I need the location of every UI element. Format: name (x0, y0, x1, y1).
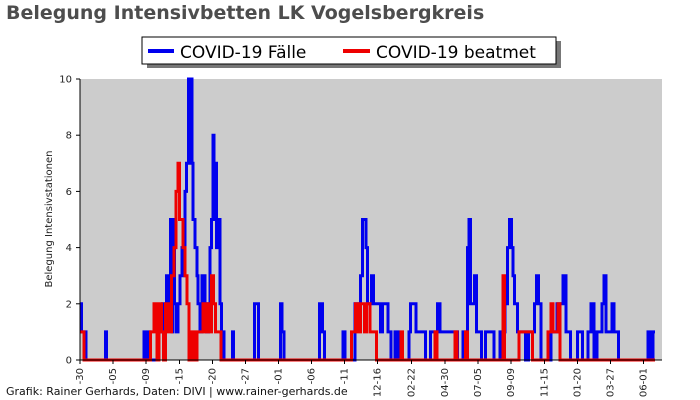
x-tick-label: 01-20 (573, 368, 584, 397)
y-tick-label: 0 (66, 356, 72, 367)
x-tick-label: 11-15 (540, 368, 551, 397)
chart-title: Belegung Intensivbetten LK Vogelsbergkre… (6, 2, 485, 24)
x-tick-label: 01-20 (208, 368, 219, 397)
axes: 0 2 4 6 8 10 04-30 07-05 09-09 11-15 01-20 03-27 06-… (59, 75, 662, 397)
x-tick-label: 09-09 (506, 368, 517, 397)
y-tick-label: 10 (59, 75, 72, 86)
x-tick-label: 02-22 (407, 368, 418, 397)
series-line-faelle (80, 77, 655, 362)
x-tick-label: 08-06 (307, 368, 318, 397)
x-tick-label: 12-16 (373, 368, 384, 397)
x-tick-label: 10-11 (340, 368, 351, 397)
source-credit: Grafik: Rainer Gerhards, Daten: DIVI | w… (4, 385, 350, 398)
legend-label-faelle: COVID-19 Fälle (180, 43, 306, 63)
x-tick-label: 04-30 (440, 368, 451, 397)
legend-label-beatmet: COVID-19 beatmet (376, 43, 536, 63)
x-tick-label: 03-27 (606, 368, 617, 397)
y-tick-label: 2 (66, 299, 72, 310)
y-axis-label: Belegung Intensivstationen (44, 150, 55, 287)
x-tick-label: 04-30 (75, 368, 86, 397)
x-tick-label: 07-05 (108, 368, 119, 397)
x-tick-label: 09-09 (141, 368, 152, 397)
y-tick-label: 4 (66, 243, 72, 254)
y-tick-label: 6 (66, 187, 72, 198)
x-tick-label: 03-27 (241, 368, 252, 397)
legend: COVID-19 Fälle COVID-19 beatmet (141, 36, 561, 68)
x-tick-label: 06-01 (274, 368, 285, 397)
x-tick-label: 11-15 (175, 368, 186, 397)
x-tick-label: 06-01 (639, 368, 650, 397)
y-tick-label: 8 (66, 131, 72, 142)
x-tick-label: 07-05 (473, 368, 484, 397)
